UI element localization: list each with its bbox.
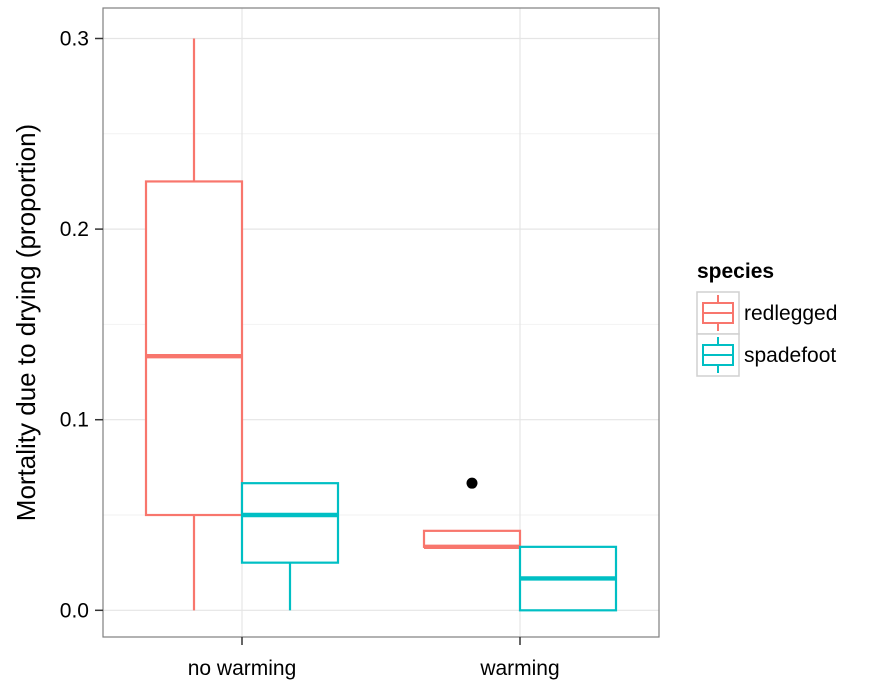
box-redlegged-warming <box>422 477 522 550</box>
x-axis: no warming warming <box>188 637 560 680</box>
legend-item-spadefoot: spadefoot <box>696 333 836 377</box>
x-tick-label: warming <box>479 657 559 680</box>
box-body <box>144 180 244 517</box>
plot-border <box>102 7 660 638</box>
y-tick-label: 0.0 <box>60 599 89 622</box>
box-redlegged-no-warming <box>144 38 244 611</box>
box-spadefoot-no-warming <box>240 482 340 611</box>
legend: species redlegged spadefoot <box>696 260 837 377</box>
legend-item-redlegged: redlegged <box>696 291 837 335</box>
y-tick-label: 0.1 <box>60 409 89 432</box>
legend-label: redlegged <box>744 302 837 325</box>
legend-label: spadefoot <box>744 344 836 367</box>
y-tick-label: 0.3 <box>60 27 89 50</box>
box-body <box>240 482 340 564</box>
x-tick-label: no warming <box>188 657 297 680</box>
y-tick-label: 0.2 <box>60 218 89 241</box>
box-spadefoot-warming <box>518 545 618 612</box>
outlier-point <box>466 477 478 489</box>
legend-title: species <box>697 260 774 283</box>
y-axis: 0.0 0.1 0.2 0.3 <box>60 27 103 622</box>
y-axis-title: Mortality due to drying (proportion) <box>11 124 41 521</box>
box-body <box>422 529 522 548</box>
boxes <box>144 38 618 612</box>
